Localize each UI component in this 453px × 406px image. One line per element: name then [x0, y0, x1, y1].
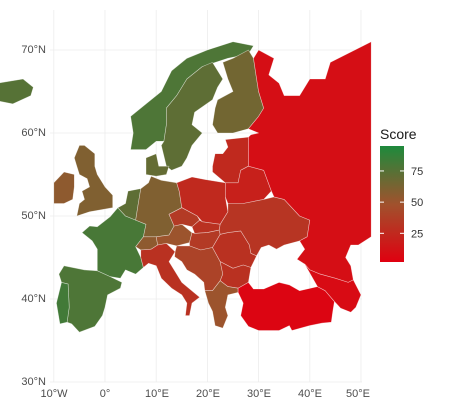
legend-tick-label: 75	[411, 166, 423, 178]
lon-label-40e: 40°E	[298, 388, 322, 400]
region-portugal	[56, 282, 70, 325]
lat-label-70: 70°N	[21, 44, 46, 56]
country-polygons	[0, 41, 372, 333]
region-turkey	[237, 282, 335, 331]
region-iceland	[0, 78, 34, 105]
legend-ticks: 75 50 25	[380, 166, 423, 240]
region-ireland	[53, 171, 75, 204]
lon-label-30e: 30°E	[247, 388, 271, 400]
legend-tick-label: 25	[411, 228, 423, 240]
region-sweden	[161, 62, 224, 171]
lon-label-10e: 10°E	[145, 388, 169, 400]
lat-label-30: 30°N	[21, 376, 46, 388]
region-denmark	[145, 153, 170, 177]
region-russia	[248, 41, 372, 283]
latitude-axis: 70°N 60°N 50°N 40°N 30°N	[21, 44, 46, 388]
region-italy	[140, 243, 200, 316]
lon-label-50e: 50°E	[346, 388, 370, 400]
lat-label-60: 60°N	[21, 127, 46, 139]
region-greece	[204, 280, 239, 329]
lat-label-40: 40°N	[21, 293, 46, 305]
region-caucasus	[304, 263, 362, 313]
lon-label-0: 0°	[100, 388, 111, 400]
legend-tick-label: 50	[411, 197, 423, 209]
legend-title: Score	[380, 126, 417, 142]
lon-label-10w: 10°W	[40, 388, 68, 400]
longitude-axis: 10°W 0° 10°E 20°E 30°E 40°E 50°E	[40, 388, 370, 400]
legend: Score 75 50 25	[380, 126, 423, 262]
lat-label-50: 50°N	[21, 210, 46, 222]
legend-color-bar	[380, 146, 404, 262]
region-united-kingdom	[74, 145, 113, 217]
lon-label-20e: 20°E	[196, 388, 220, 400]
